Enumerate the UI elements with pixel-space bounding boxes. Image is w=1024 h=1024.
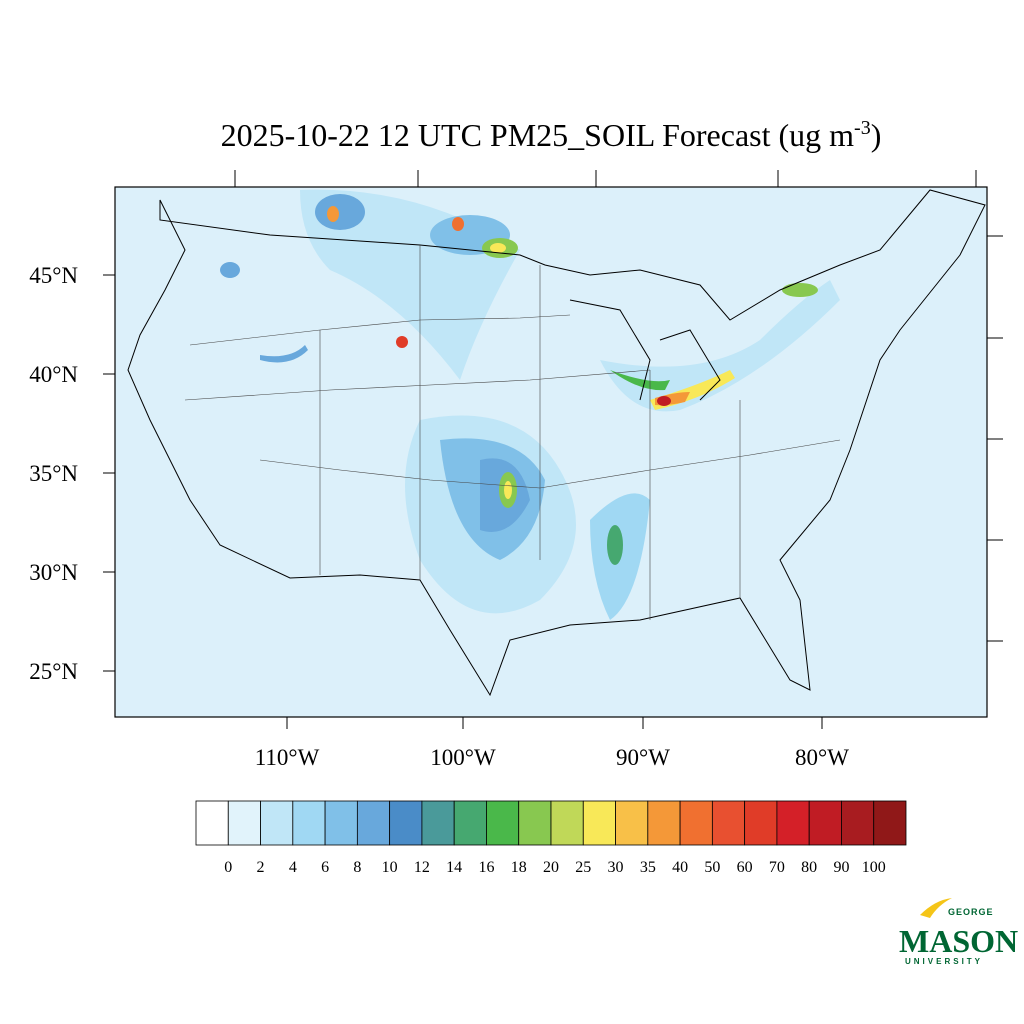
colorbar-label: 12 [414, 859, 430, 876]
colorbar-box [356, 800, 391, 846]
colorbar-box [841, 800, 875, 846]
colorbar-box [711, 800, 746, 846]
colorbar-label: 18 [511, 859, 527, 876]
colorbar-label: 90 [833, 859, 849, 876]
colorbar-box [260, 800, 294, 846]
colorbar-box [486, 800, 520, 846]
longitude-label: 110°W [255, 745, 320, 770]
title: 2025-10-22 12 UTC PM25_SOIL Forecast (ug… [221, 117, 882, 153]
colorbar-label: 4 [289, 859, 297, 876]
title-end: ) [871, 117, 882, 153]
axes: 45°N 40°N 35°N 30°N 25°N 110°W 100°W 90°W 80°W [29, 170, 1003, 770]
colorbar-box [324, 800, 358, 846]
colorbar-box [776, 800, 810, 846]
longitude-label: 100°W [430, 745, 496, 770]
colorbar-box [744, 800, 778, 846]
colorbar: 0 2 4 6 8 10 12 14 16 18 20 25 30 35 40 50 60 70 80 90 100 [195, 800, 907, 876]
title-superscript: -3 [854, 117, 871, 139]
longitude-label: 90°W [616, 745, 670, 770]
colorbar-label: 14 [446, 859, 462, 876]
map-frame [114, 186, 988, 718]
colorbar-box [582, 800, 616, 846]
logo: GEORGE MASON UNIVERSITY [899, 898, 1018, 966]
latitude-label: 45°N [29, 263, 78, 288]
latitude-label: 25°N [29, 659, 78, 684]
colorbar-box [615, 800, 649, 846]
colorbar-label: 0 [224, 859, 232, 876]
pm-field [220, 189, 840, 620]
colorbar-label: 10 [382, 859, 398, 876]
colorbar-box [421, 800, 455, 846]
colorbar-label: 60 [737, 859, 753, 876]
logo-name: MASON [899, 923, 1018, 959]
colorbar-box [227, 800, 261, 846]
colorbar-box [292, 800, 326, 846]
colorbar-label: 6 [321, 859, 329, 876]
colorbar-label: 16 [478, 859, 494, 876]
colorbar-label: 50 [704, 859, 720, 876]
great-lakes [569, 299, 721, 401]
logo-top: GEORGE [948, 907, 994, 917]
colorbar-label: 8 [353, 859, 361, 876]
colorbar-box [550, 800, 584, 846]
colorbar-label: 35 [640, 859, 656, 876]
colorbar-box [518, 800, 552, 846]
colorbar-box [453, 800, 487, 846]
colorbar-label: 2 [257, 859, 265, 876]
colorbar-label: 40 [672, 859, 688, 876]
colorbar-box [808, 800, 842, 846]
colorbar-label: 100 [862, 859, 886, 876]
map-background [115, 187, 987, 717]
colorbar-box [195, 800, 229, 846]
colorbar-label: 25 [575, 859, 591, 876]
map [114, 186, 988, 718]
colorbar-box [389, 800, 423, 846]
title-main: 2025-10-22 12 UTC PM25_SOIL Forecast (ug… [221, 117, 855, 153]
colorbar-box [647, 800, 681, 846]
colorbar-label: 20 [543, 859, 559, 876]
colorbar-label: 80 [801, 859, 817, 876]
latitude-label: 40°N [29, 362, 78, 387]
latitude-label: 35°N [29, 461, 78, 486]
colorbar-label: 30 [608, 859, 624, 876]
colorbar-box [679, 800, 713, 846]
colorbar-box [873, 800, 907, 846]
state-borders [184, 245, 841, 620]
coastline [127, 189, 986, 697]
logo-bottom: UNIVERSITY [905, 957, 983, 966]
colorbar-label: 70 [769, 859, 785, 876]
latitude-label: 30°N [29, 560, 78, 585]
longitude-label: 80°W [795, 745, 849, 770]
